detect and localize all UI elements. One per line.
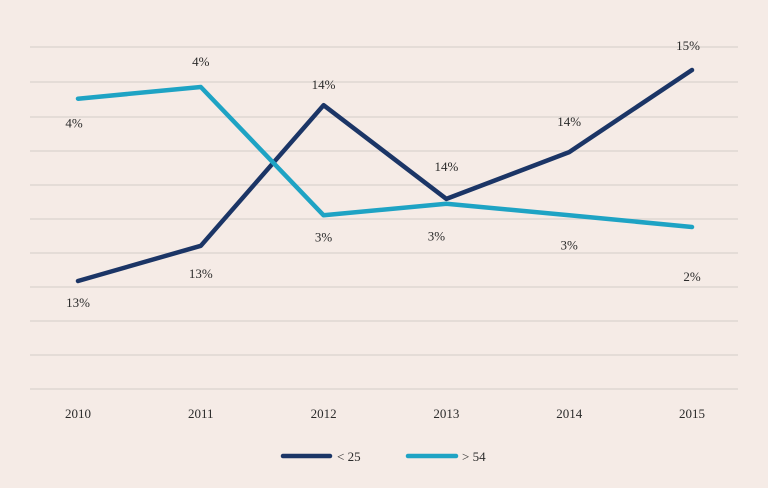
x-tick-label-2: 2012	[311, 406, 337, 421]
x-tick-label-5: 2015	[679, 406, 705, 421]
x-tick-label-3: 2013	[433, 406, 459, 421]
data-label-s1-2: 3%	[315, 229, 333, 244]
data-label-s1-5: 2%	[683, 269, 701, 284]
gridlines	[30, 46, 738, 390]
data-labels: 13% 13% 14% 14% 14% 15% 4% 4% 3% 3% 3% 2%	[65, 38, 701, 310]
data-label-s1-4: 3%	[561, 237, 579, 252]
data-label-s0-2: 14%	[312, 77, 336, 92]
data-label-s1-3: 3%	[428, 229, 446, 244]
series-lines	[75, 67, 695, 284]
data-label-s1-0: 4%	[65, 116, 83, 131]
legend-label-0: < 25	[337, 449, 361, 464]
x-axis: 2010 2011 2012 2013 2014 2015	[65, 406, 705, 421]
data-label-s0-1: 13%	[189, 266, 213, 281]
legend: < 25 > 54	[280, 449, 486, 464]
series-line-0	[75, 67, 695, 284]
x-tick-label-4: 2014	[556, 406, 583, 421]
x-tick-label-0: 2010	[65, 406, 91, 421]
data-label-s0-4: 14%	[557, 114, 581, 129]
x-tick-label-1: 2011	[188, 406, 214, 421]
data-label-s0-5: 15%	[676, 38, 700, 53]
data-label-s0-3: 14%	[434, 159, 458, 174]
series-line-1	[75, 84, 695, 230]
data-label-s1-1: 4%	[192, 54, 210, 69]
legend-label-1: > 54	[462, 449, 486, 464]
data-label-s0-0: 13%	[66, 295, 90, 310]
